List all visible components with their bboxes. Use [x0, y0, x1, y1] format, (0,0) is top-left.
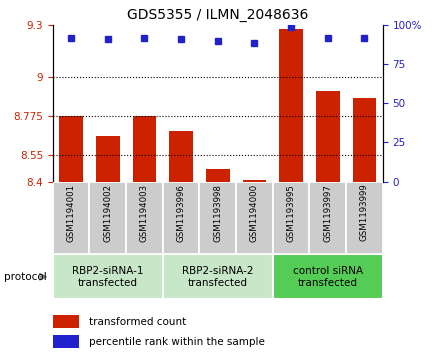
Text: percentile rank within the sample: percentile rank within the sample [89, 337, 265, 347]
Text: protocol: protocol [4, 272, 47, 282]
Bar [273, 182, 309, 254]
Bar [352, 98, 376, 182]
Text: GSM1194000: GSM1194000 [250, 184, 259, 242]
Bar [59, 117, 83, 182]
Bar [199, 182, 236, 254]
Text: RBP2-siRNA-1
transfected: RBP2-siRNA-1 transfected [72, 266, 143, 287]
Bar [242, 180, 266, 182]
Text: GSM1194001: GSM1194001 [66, 184, 76, 242]
Text: GSM1193998: GSM1193998 [213, 184, 222, 241]
Text: RBP2-siRNA-2
transfected: RBP2-siRNA-2 transfected [182, 266, 253, 287]
Text: GSM1193999: GSM1193999 [360, 184, 369, 241]
Bar [273, 254, 383, 299]
Text: GSM1193997: GSM1193997 [323, 184, 332, 241]
Text: GSM1194003: GSM1194003 [140, 184, 149, 242]
Bar [126, 182, 163, 254]
Text: control siRNA
transfected: control siRNA transfected [293, 266, 363, 287]
Bar [53, 182, 89, 254]
Bar [53, 254, 163, 299]
Bar [169, 131, 193, 182]
Bar [53, 315, 79, 328]
Title: GDS5355 / ILMN_2048636: GDS5355 / ILMN_2048636 [127, 8, 308, 22]
Bar [163, 182, 199, 254]
Text: GSM1193995: GSM1193995 [286, 184, 296, 241]
Bar [206, 170, 230, 182]
Bar [316, 91, 340, 182]
Bar [236, 182, 273, 254]
Text: transformed count: transformed count [89, 317, 187, 327]
Bar [163, 254, 273, 299]
Bar [96, 136, 120, 182]
Bar [309, 182, 346, 254]
Bar [279, 29, 303, 182]
Bar [53, 335, 79, 348]
Text: GSM1193996: GSM1193996 [176, 184, 186, 241]
Bar [89, 182, 126, 254]
Bar [346, 182, 383, 254]
Text: GSM1194002: GSM1194002 [103, 184, 112, 242]
Bar [132, 117, 156, 182]
